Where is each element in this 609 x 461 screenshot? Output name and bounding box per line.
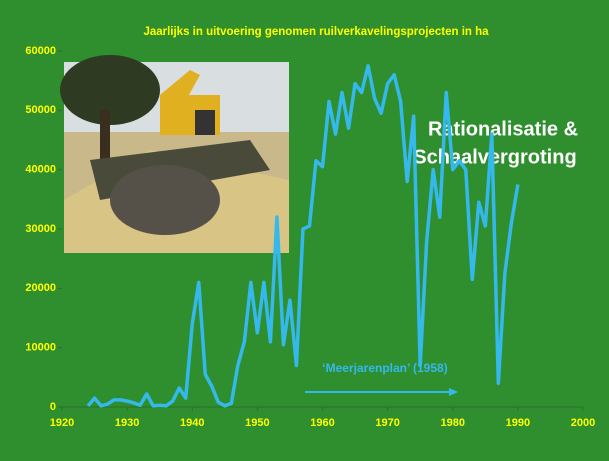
- x-tick-label: 1930: [115, 417, 139, 429]
- x-tick-label: 2000: [571, 417, 595, 429]
- photo: [60, 55, 289, 253]
- annotation: Rationalisatie &: [428, 118, 578, 140]
- y-tick-label: 60000: [25, 45, 56, 57]
- x-tick-label: 1970: [375, 417, 399, 429]
- annotation: ‘Meerjarenplan’ (1958): [322, 361, 447, 375]
- x-tick-label: 1950: [245, 417, 269, 429]
- y-tick-label: 50000: [25, 104, 56, 116]
- chart-title: Jaarlijks in uitvoering genomen ruilverk…: [143, 26, 489, 38]
- x-tick-label: 1940: [180, 417, 204, 429]
- y-tick-label: 40000: [25, 164, 56, 176]
- data-line: [86, 64, 520, 408]
- x-tick-label: 1980: [441, 417, 465, 429]
- annotation: Schaalvergroting: [413, 146, 576, 168]
- x-tick-label: 1920: [50, 417, 74, 429]
- arrow: [305, 388, 458, 396]
- x-tick-label: 1990: [506, 417, 530, 429]
- y-tick-label: 20000: [25, 282, 56, 294]
- y-tick-label: 0: [50, 401, 56, 413]
- x-tick-label: 1960: [310, 417, 334, 429]
- y-tick-label: 10000: [25, 342, 56, 354]
- y-tick-label: 30000: [25, 223, 56, 235]
